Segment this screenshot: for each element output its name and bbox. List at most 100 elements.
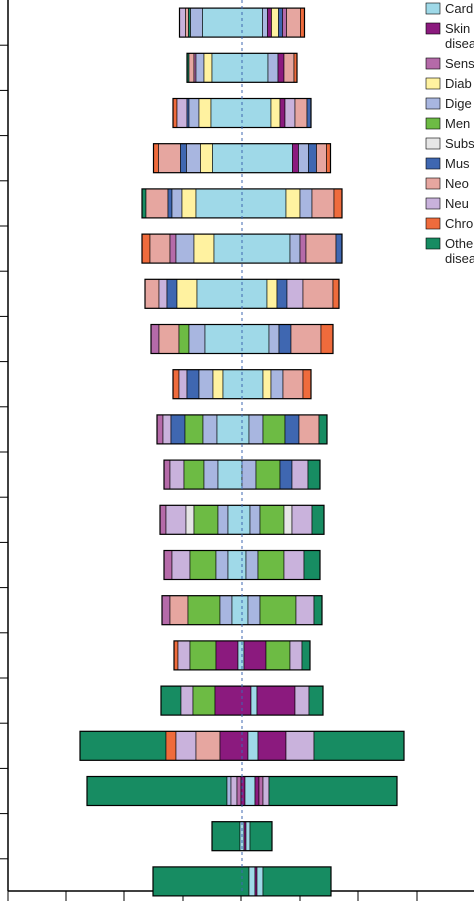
- bar-outline: [163, 459, 321, 490]
- legend-label: Neu: [445, 196, 469, 211]
- bar-segment-neop: [158, 143, 181, 173]
- bar-segment-other: [86, 776, 228, 806]
- legend-item-neop: Neo: [425, 176, 469, 191]
- bar-segment-chron: [320, 324, 334, 354]
- legend-swatch: [425, 157, 441, 170]
- bar-segment-neop: [145, 188, 169, 219]
- bar-segment-chron: [300, 7, 305, 38]
- bar-segment-diab: [203, 52, 213, 83]
- bar-segment-ment: [192, 685, 216, 716]
- bar-segment-other: [313, 730, 405, 761]
- bar-segment-dig: [171, 188, 183, 219]
- bar-row-10: [156, 414, 328, 445]
- legend-label: Mus: [445, 156, 470, 171]
- bar-segment-musc: [167, 188, 173, 219]
- bar-segment-sense: [159, 504, 167, 535]
- bar-segment-cardio: [196, 278, 268, 309]
- bar-segment-dig: [188, 98, 200, 128]
- bar-segment-neop: [283, 52, 295, 83]
- bar-segment-musc: [186, 369, 200, 400]
- bar-row-14: [161, 595, 323, 626]
- bar-segment-neop: [286, 7, 301, 38]
- bar-segment-chron: [173, 640, 179, 671]
- bar-segment-dig: [241, 459, 257, 490]
- bar-segment-dig: [249, 504, 261, 535]
- bar-outline: [211, 821, 273, 852]
- bar-segment-neur: [171, 550, 191, 580]
- bar-segment-skin: [219, 730, 249, 761]
- bar-segment-skin: [256, 685, 296, 716]
- bar-segment-musc: [276, 278, 288, 309]
- bar-segment-dig: [217, 504, 229, 535]
- bar-segment-dig: [195, 52, 205, 83]
- bar-segment-dig: [215, 550, 229, 580]
- bar-segment-ment: [193, 504, 219, 535]
- bar-segment-ment: [259, 595, 297, 626]
- bar-segment-other: [308, 685, 324, 716]
- bar-outline: [173, 640, 311, 671]
- bar-segment-neur: [158, 278, 168, 309]
- bar-segment-cardio: [250, 685, 258, 716]
- legend-label-line2: disea: [445, 251, 474, 266]
- bar-row-8: [150, 323, 334, 355]
- bar-segment-cardio: [210, 98, 272, 128]
- bar-segment-neur: [178, 369, 188, 400]
- bar-segment-cardio: [213, 233, 291, 264]
- legend-item-musc: Mus: [425, 156, 470, 171]
- bar-segment-neop: [158, 324, 180, 354]
- bar-segment-dig: [198, 369, 214, 400]
- bar-segment-subs: [185, 504, 195, 535]
- bar-row-12: [159, 504, 325, 535]
- bar-segment-neur: [285, 730, 315, 761]
- bar-outline: [152, 143, 332, 174]
- bar-segment-other: [311, 504, 325, 535]
- bar-segment-other: [268, 776, 398, 806]
- bar-segment-other: [303, 550, 321, 580]
- bar-segment-cardio: [237, 640, 245, 671]
- bar-segment-neur: [291, 504, 313, 535]
- bar-row-20: [152, 866, 332, 897]
- bar-segment-dig: [247, 595, 261, 626]
- bar-segment-dig: [203, 459, 219, 490]
- bar-segment-other: [313, 595, 323, 626]
- bar-segment-cardio: [222, 369, 264, 400]
- bar-segment-musc: [279, 459, 293, 490]
- bar-segment-neur: [176, 98, 188, 128]
- legend-swatch: [425, 22, 441, 35]
- bar-segment-other: [307, 459, 321, 490]
- bar-segment-ment: [178, 324, 190, 354]
- bar-segment-ment: [262, 414, 286, 445]
- bar-segment-cardio: [216, 414, 250, 445]
- bar-segment-neop: [316, 143, 327, 173]
- bar-segment-cardio: [231, 595, 249, 626]
- bar-segment-dig: [298, 143, 309, 173]
- bar-segment-ment: [184, 414, 204, 445]
- bar-segment-skin: [292, 143, 299, 173]
- bar-segment-cardio: [195, 188, 287, 219]
- bar-segment-musc: [170, 414, 186, 445]
- bar-segment-sense: [299, 233, 307, 264]
- bar-segment-sense: [282, 7, 287, 38]
- legend-swatch: [425, 217, 441, 230]
- bar-segment-neur: [294, 685, 310, 716]
- bar-row-7: [144, 278, 340, 309]
- bars: [79, 7, 405, 897]
- legend-label: Card: [445, 1, 473, 16]
- bar-segment-ment: [257, 550, 285, 580]
- legend-label: Diab: [445, 76, 472, 91]
- bar-segment-dig: [268, 324, 280, 354]
- bar-segment-sense: [150, 324, 160, 354]
- bar-row-19: [211, 821, 273, 852]
- legend-swatch: [425, 237, 441, 250]
- legend-item-chron: Chro: [425, 216, 473, 231]
- bar-row-9: [172, 369, 312, 400]
- bar-segment-neur: [179, 7, 186, 38]
- bar-segment-musc: [306, 98, 312, 128]
- bar-segment-ment: [183, 459, 205, 490]
- bar-segment-sense: [169, 233, 177, 264]
- bar-segment-skin: [267, 7, 272, 38]
- bar-segment-neop: [302, 278, 334, 309]
- bar-segment-diab: [270, 98, 281, 128]
- bar-segment-diab: [181, 188, 197, 219]
